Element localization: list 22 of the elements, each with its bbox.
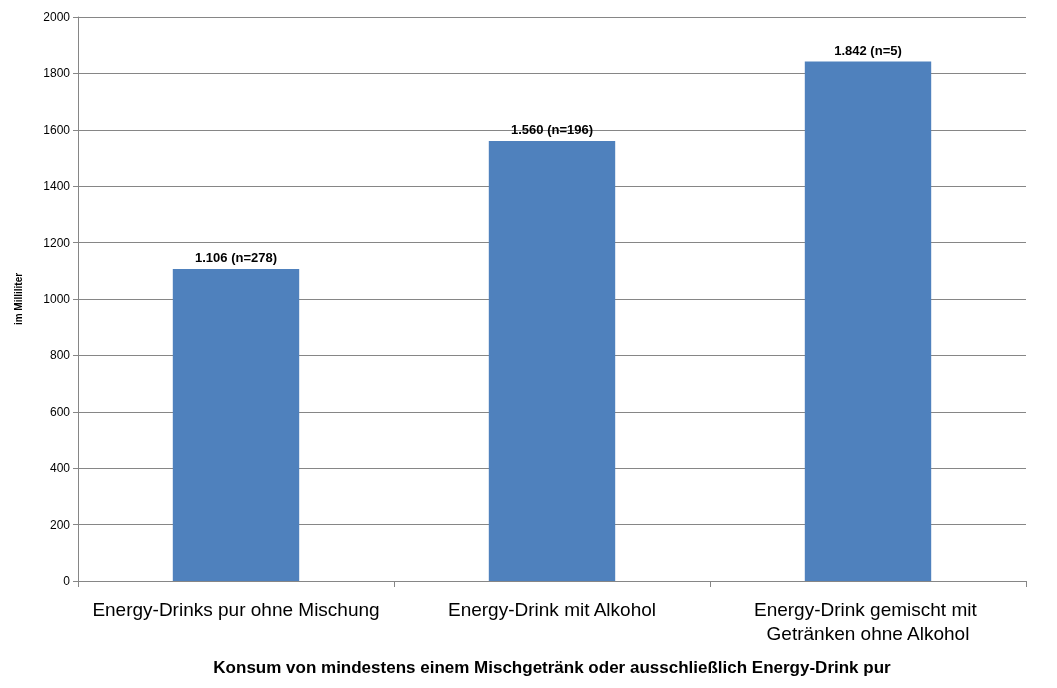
x-tick-label: Energy-Drink mit Alkohol [447, 598, 657, 620]
y-tick-label: 0 [63, 574, 71, 588]
y-axis-title: im Milliliter [12, 272, 24, 326]
bar [488, 141, 616, 581]
y-tick-label: 1000 [43, 292, 71, 306]
data-label: 1.106 (n=278) [194, 250, 278, 266]
y-tick-label: 1200 [43, 235, 71, 250]
x-tick-label: Energy-Drink gemischt mit Getränken ohne Alkohol [753, 598, 983, 644]
y-tick-label: 1800 [43, 66, 71, 81]
bar [804, 61, 932, 581]
y-tick-label: 800 [49, 348, 71, 363]
y-tick-label: 2000 [43, 10, 71, 24]
y-tick-label: 200 [49, 517, 71, 532]
y-tick-label: 1400 [43, 179, 71, 194]
x-axis-title: Konsum von mindestens einem Mischgetränk oder ausschließlich Energy-Drink pur [213, 658, 892, 677]
data-label: 1.560 (n=196) [510, 122, 594, 138]
y-tick-label: 600 [49, 404, 71, 419]
y-tick-label: 1600 [43, 122, 71, 137]
y-tick-label: 400 [49, 461, 71, 476]
x-tick-label: Energy-Drinks pur ohne Mischung [92, 598, 380, 620]
data-label: 1.842 (n=5) [834, 42, 902, 58]
bar [172, 269, 300, 581]
